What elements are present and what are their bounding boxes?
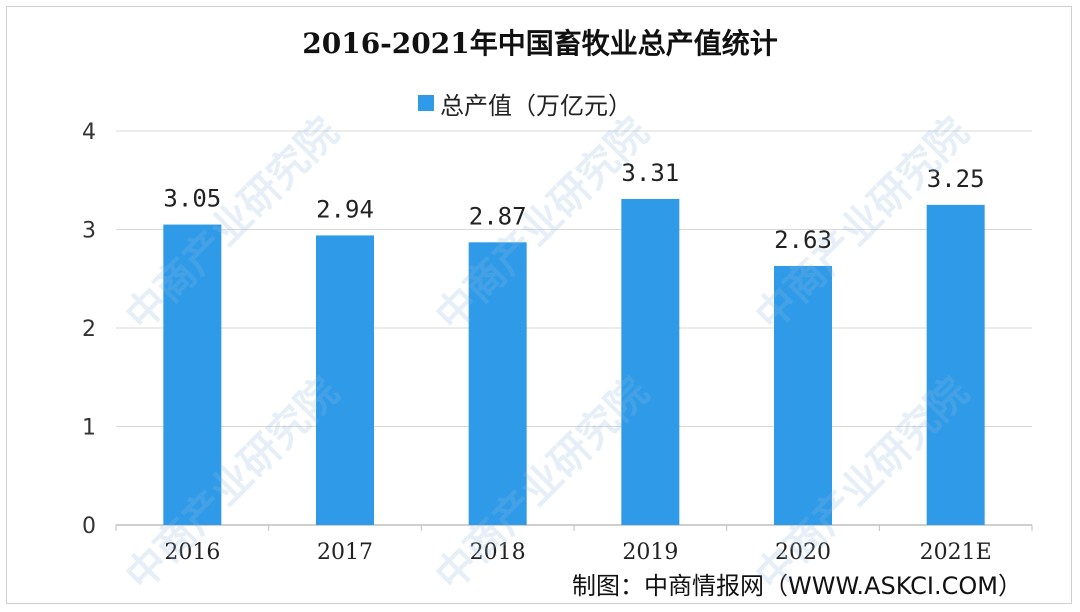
y-tick-label: 3: [82, 219, 96, 244]
legend-label: 总产值（万亿元）: [440, 91, 632, 120]
chart-title: 2016-2021年中国畜牧业总产值统计: [302, 27, 778, 60]
bar: [316, 235, 374, 525]
x-tick-label: 2016: [164, 540, 220, 565]
y-tick-label: 0: [82, 514, 96, 539]
x-tick-label: 2021E: [920, 540, 992, 565]
legend: 总产值（万亿元）: [418, 86, 632, 120]
y-tick-label: 4: [82, 120, 96, 145]
x-tick-label: 2020: [775, 540, 831, 565]
data-label: 2.94: [316, 195, 374, 223]
chart-frame: [6, 6, 1072, 604]
data-label: 2.63: [774, 226, 832, 254]
bar: [926, 204, 985, 525]
x-tick-label: 2017: [317, 540, 373, 565]
bar: [468, 242, 527, 525]
y-tick-label: 2: [82, 317, 96, 342]
y-tick-label: 1: [82, 416, 96, 441]
x-tick-label: 2019: [622, 540, 678, 565]
source-note: 制图：中商情报网（WWW.ASKCI.COM）: [572, 572, 1022, 600]
data-label: 2.87: [469, 202, 527, 230]
data-label: 3.25: [927, 165, 985, 193]
legend-swatch: [418, 95, 434, 111]
x-tick-label: 2018: [470, 540, 526, 565]
bar: [621, 198, 680, 525]
bar: [163, 224, 222, 525]
data-label: 3.31: [621, 159, 679, 187]
data-label: 3.05: [163, 185, 221, 213]
bar: [774, 265, 832, 525]
